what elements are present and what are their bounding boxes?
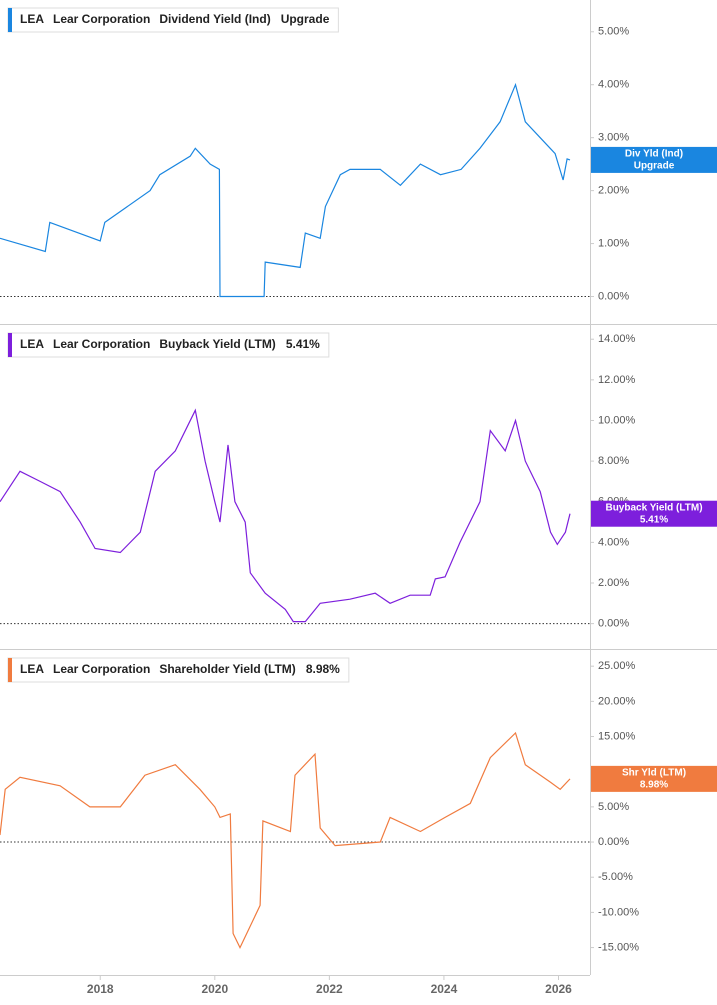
legend: LEA Lear Corporation Dividend Yield (Ind) U… [7, 7, 339, 33]
y-tick-label: -10.00% [598, 906, 639, 918]
x-tick-label: 2026 [545, 982, 572, 996]
legend-box [7, 7, 339, 33]
legend-company: Lear Corporation [53, 12, 150, 26]
legend-series: Buyback Yield (LTM) [159, 337, 275, 351]
legend-company: Lear Corporation [53, 337, 150, 351]
tag-label: Buyback Yield (LTM) [605, 502, 702, 513]
legend-swatch [8, 658, 12, 682]
tag-label: Div Yld (Ind) [625, 149, 683, 160]
legend-ticker: LEA [20, 662, 44, 676]
series-line [0, 731, 571, 949]
y-tick-label: 4.00% [598, 536, 629, 548]
x-tick-label: 2018 [87, 982, 114, 996]
last-value-tag [591, 146, 717, 173]
legend-swatch [8, 333, 12, 357]
y-tick-label: 3.00% [598, 132, 629, 144]
tag-label: Shr Yld (LTM) [622, 768, 686, 779]
y-tick-label: 20.00% [598, 695, 636, 707]
y-tick-label: 14.00% [598, 333, 636, 345]
y-tick-label: 2.00% [598, 577, 629, 589]
legend: LEA Lear Corporation Buyback Yield (LTM) 5.… [7, 332, 330, 358]
y-tick-label: 0.00% [598, 618, 629, 630]
y-tick-label: 0.00% [598, 290, 629, 302]
legend-swatch [8, 8, 12, 32]
x-tick-label: 2022 [316, 982, 343, 996]
legend-ticker: LEA [20, 12, 44, 26]
y-tick-label: 15.00% [598, 730, 636, 742]
y-tick-label: 10.00% [598, 414, 636, 426]
series-line [0, 82, 571, 298]
y-tick-label: 0.00% [598, 836, 629, 848]
x-tick-label: 2024 [431, 982, 458, 996]
y-tick-label: -5.00% [598, 871, 633, 883]
y-tick-label: 5.00% [598, 26, 629, 38]
legend-value: 8.98% [306, 662, 340, 676]
legend-value: 5.41% [286, 337, 320, 351]
y-tick-label: 1.00% [598, 237, 629, 249]
y-tick-label: 25.00% [598, 660, 636, 672]
legend-company: Lear Corporation [53, 662, 150, 676]
last-value-tag [591, 765, 717, 792]
tag-value: 8.98% [640, 780, 668, 791]
legend-ticker: LEA [20, 337, 44, 351]
last-value-tag [591, 500, 717, 527]
tag-value: 5.41% [640, 514, 668, 525]
tag-value: Upgrade [634, 161, 675, 172]
y-tick-label: 5.00% [598, 801, 629, 813]
legend-series: Dividend Yield (Ind) [159, 12, 270, 26]
y-tick-label: 2.00% [598, 185, 629, 197]
y-tick-label: 8.00% [598, 455, 629, 467]
x-tick-label: 2020 [201, 982, 228, 996]
legend: LEA Lear Corporation Shareholder Yield (LT… [7, 657, 350, 683]
series-line [0, 408, 571, 623]
legend-box [7, 332, 330, 358]
y-tick-label: 4.00% [598, 79, 629, 91]
legend-series: Shareholder Yield (LTM) [159, 662, 295, 676]
y-tick-label: -15.00% [598, 941, 639, 953]
y-tick-label: 12.00% [598, 374, 636, 386]
legend-value: Upgrade [281, 12, 330, 26]
